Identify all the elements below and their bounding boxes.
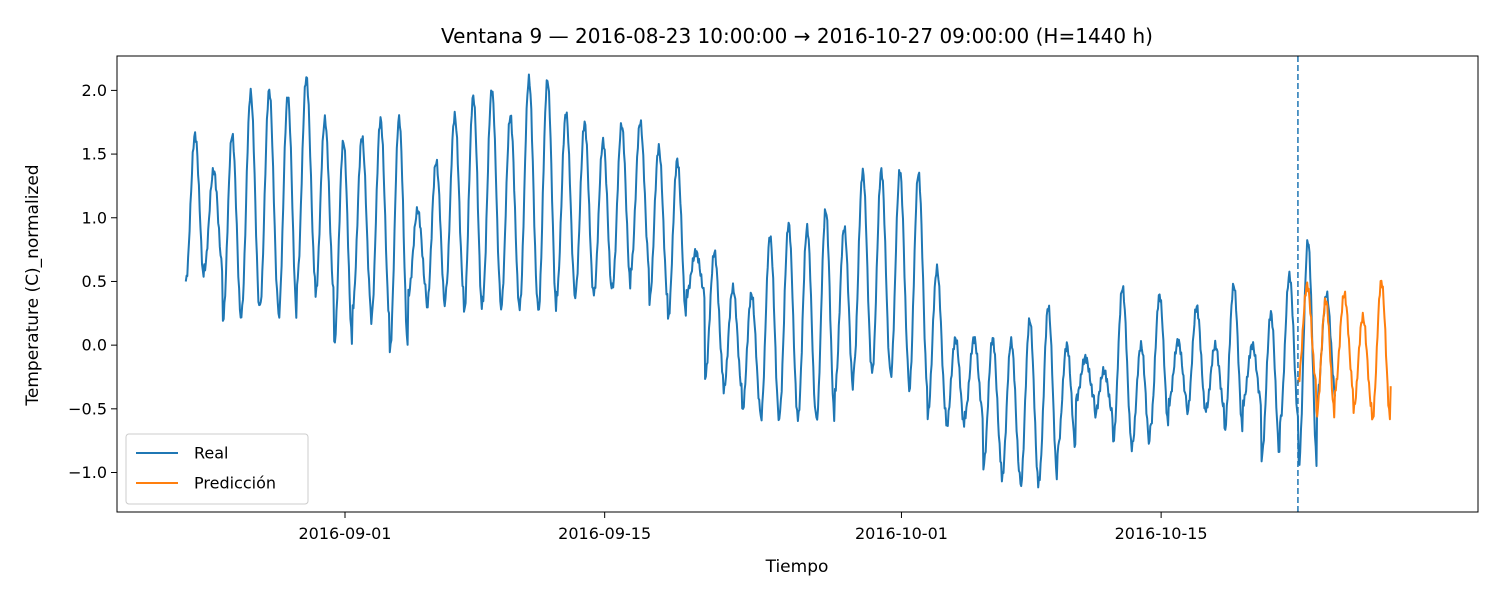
legend-box bbox=[125, 433, 309, 505]
plot-frame bbox=[116, 55, 1479, 513]
series-line-prediccion bbox=[1296, 279, 1392, 421]
y-tick-label: 1.5 bbox=[82, 145, 107, 164]
chart-title: Ventana 9 — 2016-08-23 10:00:00 → 2016-1… bbox=[441, 24, 1153, 48]
x-tick-label: 2016-09-01 bbox=[299, 524, 392, 543]
y-tick-label: 0.0 bbox=[82, 336, 107, 355]
x-tick-label: 2016-10-15 bbox=[1115, 524, 1208, 543]
series-line-real bbox=[184, 73, 1336, 489]
y-tick-label: 0.5 bbox=[82, 272, 107, 291]
y-axis-label: Temperature (C)_normalized bbox=[23, 164, 43, 406]
x-tick-label: 2016-09-15 bbox=[558, 524, 651, 543]
y-tick-label: −1.0 bbox=[68, 463, 107, 482]
legend: Real Predicción bbox=[125, 433, 309, 505]
plot-area bbox=[184, 56, 1392, 512]
legend-label-real: Real bbox=[194, 444, 229, 463]
x-tick-label: 2016-10-01 bbox=[855, 524, 948, 543]
legend-label-prediccion: Predicción bbox=[194, 474, 276, 493]
y-tick-label: −0.5 bbox=[68, 399, 107, 418]
axes: −1.0 −0.5 0.0 0.5 1.0 1.5 2.0 2016-09-01 2016-09… bbox=[68, 55, 1479, 543]
x-axis-label: Tiempo bbox=[765, 557, 829, 577]
y-tick-label: 1.0 bbox=[82, 208, 107, 227]
y-tick-label: 2.0 bbox=[82, 81, 107, 100]
